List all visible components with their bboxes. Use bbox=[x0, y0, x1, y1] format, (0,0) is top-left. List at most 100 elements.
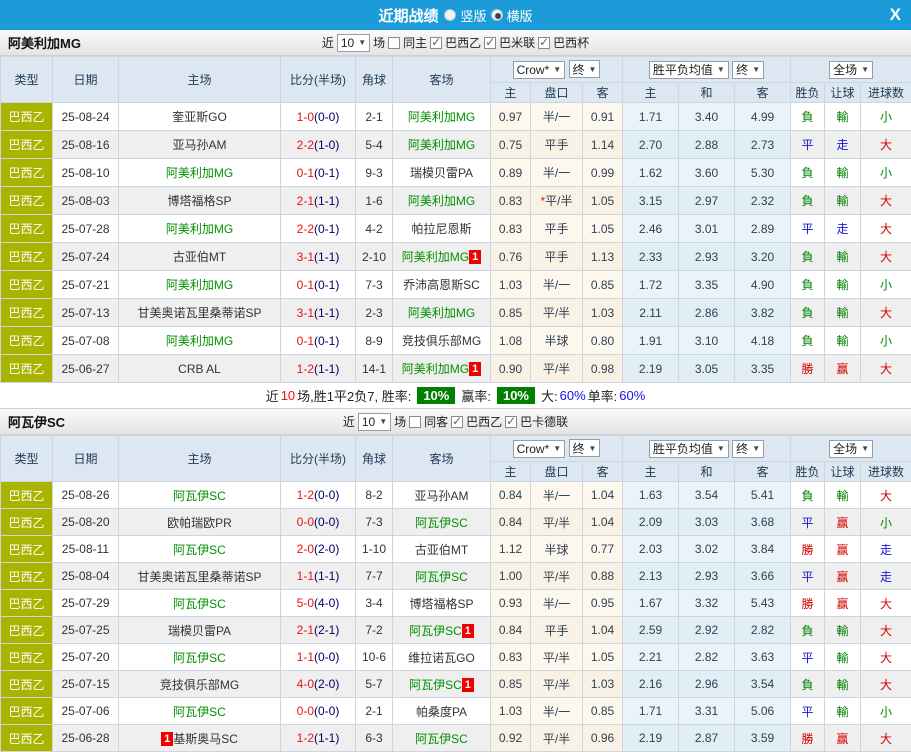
handicap-cell: *平/半 bbox=[530, 186, 583, 215]
odds-time-select[interactable]: 终 ▼ bbox=[568, 439, 601, 458]
away-team-cell: 阿瓦伊SC bbox=[392, 562, 491, 590]
league-checkbox-2[interactable] bbox=[538, 35, 551, 49]
home-team-cell: 瑞模贝雷PA bbox=[118, 616, 281, 644]
score-cell: 1-1(0-0) bbox=[280, 643, 356, 671]
euro-draw-cell: 3.32 bbox=[678, 589, 735, 617]
result-wdl-cell: 負 bbox=[790, 158, 826, 187]
odds-company-select[interactable]: Crow* ▼ bbox=[512, 60, 566, 79]
date-cell: 25-07-28 bbox=[52, 214, 119, 243]
away-odds-cell: 0.77 bbox=[582, 535, 623, 563]
score-cell: 2-0(2-0) bbox=[280, 535, 356, 563]
home-team-cell: 欧帕瑞欧PR bbox=[118, 508, 281, 536]
home-odds-cell: 0.84 bbox=[490, 481, 531, 509]
score-cell: 3-1(1-1) bbox=[280, 242, 356, 271]
chevron-down-icon: ▼ bbox=[752, 65, 761, 74]
period-select[interactable]: 全场 ▼ bbox=[829, 439, 873, 458]
summary-record: 场,胜1平2负7, 胜率: bbox=[297, 389, 412, 404]
col-header-1: 日期 bbox=[52, 435, 119, 482]
league-checkbox-0[interactable] bbox=[451, 414, 464, 428]
halftime-score: (0-0) bbox=[314, 488, 340, 502]
summary-label3: 大: bbox=[541, 389, 558, 404]
euro-away-cell: 4.99 bbox=[733, 102, 792, 131]
period-select[interactable]: 全场 ▼ bbox=[829, 60, 873, 79]
near-label: 近 bbox=[321, 36, 334, 50]
result-handicap-cell: 輸 bbox=[824, 270, 862, 299]
handicap-text: 半/一 bbox=[542, 596, 571, 611]
score-cell: 2-1(1-1) bbox=[280, 186, 356, 215]
halftime-score: (0-1) bbox=[314, 221, 340, 236]
score-cell: 1-2(1-1) bbox=[280, 354, 356, 383]
home-team-cell: 竞技俱乐部MG bbox=[118, 670, 281, 698]
euro-away-cell: 2.89 bbox=[733, 214, 792, 243]
score-cell: 2-1(2-1) bbox=[280, 616, 356, 644]
home-team-cell: 阿瓦伊SC bbox=[118, 535, 281, 563]
fulltime-score: 4-0 bbox=[296, 677, 314, 691]
date-cell: 25-07-08 bbox=[52, 326, 119, 355]
fulltime-score: 0-1 bbox=[296, 333, 314, 348]
euro-home-cell: 1.71 bbox=[622, 102, 679, 131]
euro-home-cell: 2.19 bbox=[622, 724, 679, 752]
euro-home-cell: 1.63 bbox=[622, 481, 679, 509]
result-wdl-cell: 負 bbox=[790, 616, 826, 644]
away-odds-cell: 0.80 bbox=[582, 326, 623, 355]
league-checkbox-1[interactable] bbox=[484, 35, 497, 49]
radio-vertical[interactable] bbox=[444, 9, 457, 21]
date-cell: 25-08-24 bbox=[52, 102, 119, 131]
league-checkbox-0[interactable] bbox=[430, 35, 443, 49]
fulltime-score: 1-0 bbox=[296, 109, 314, 124]
away-team-name: 阿瓦伊SC bbox=[415, 731, 468, 746]
result-handicap-cell: 輸 bbox=[824, 481, 862, 509]
league-cell: 巴西乙 bbox=[0, 616, 53, 644]
fulltime-score: 0-1 bbox=[296, 277, 314, 292]
header-group-row: 类型 日期 主场 比分(半场) 角球 客场 Crow* ▼ 终 ▼ 胜平负均值 ▼ 终 ▼ 全场 ▼ bbox=[0, 435, 911, 482]
odds-company-select[interactable]: Crow* ▼ bbox=[512, 439, 566, 458]
league-cell: 巴西乙 bbox=[0, 158, 53, 187]
corner-cell: 1-6 bbox=[355, 186, 393, 215]
col-header-3: 比分(半场) bbox=[280, 56, 356, 103]
halftime-score: (0-0) bbox=[314, 704, 340, 718]
wdl-average-select[interactable]: 胜平负均值 ▼ bbox=[648, 439, 729, 458]
matches-table: 类型 日期 主场 比分(半场) 角球 客场 Crow* ▼ 终 ▼ 胜平负均值 ▼ 终 ▼ 全场 ▼ 主盘口… bbox=[0, 435, 911, 752]
corner-cell: 14-1 bbox=[355, 354, 393, 383]
sub-header-2: 客 bbox=[582, 461, 623, 482]
handicap-cell: 半球 bbox=[530, 535, 583, 563]
red-card-badge: 1 bbox=[469, 250, 482, 264]
odds-time-select[interactable]: 终 ▼ bbox=[568, 60, 601, 79]
halftime-score: (1-1) bbox=[314, 361, 340, 376]
table-row: 巴西乙 25-08-10 阿美利加MG 0-1(0-1) 9-3 瑞模贝雷PA 0.89 半/… bbox=[0, 158, 911, 187]
handicap-text: 平/半 bbox=[542, 306, 571, 320]
handicap-cell: 半/一 bbox=[530, 270, 583, 299]
result-goals-cell: 大 bbox=[860, 616, 911, 644]
home-team-name: 奎亚斯GO bbox=[172, 110, 227, 124]
wdl-time-select[interactable]: 终 ▼ bbox=[732, 60, 765, 79]
euro-home-cell: 2.16 bbox=[622, 670, 679, 698]
home-team-name: 甘美奥诺瓦里桑蒂诺SP bbox=[137, 306, 262, 320]
result-wdl-cell: 勝 bbox=[790, 589, 826, 617]
home-team-name: 博塔福格SP bbox=[167, 194, 232, 208]
red-card-badge: 1 bbox=[461, 623, 474, 638]
date-cell: 25-08-03 bbox=[52, 186, 119, 215]
close-icon[interactable]: X bbox=[889, 5, 901, 24]
same-venue-checkbox[interactable] bbox=[388, 36, 401, 49]
wdl-time-select[interactable]: 终 ▼ bbox=[732, 439, 765, 458]
table-row: 巴西乙 25-07-20 阿瓦伊SC 1-1(0-0) 10-6 维拉诺瓦GO 0.83 平/… bbox=[0, 643, 911, 671]
result-goals-cell: 小 bbox=[860, 158, 911, 187]
sections-container: 阿美利加MG近10▼场同主巴西乙巴米联巴西杯类型日期主场比分(半场)角球客场Cr… bbox=[0, 30, 911, 752]
euro-draw-cell: 3.35 bbox=[678, 270, 735, 299]
away-team-name: 阿美利加MG bbox=[407, 110, 476, 124]
match-count-select[interactable]: 10 ▼ bbox=[357, 412, 392, 431]
match-count-select[interactable]: 10 ▼ bbox=[336, 33, 371, 52]
same-venue-checkbox[interactable] bbox=[409, 415, 422, 428]
euro-draw-cell: 3.05 bbox=[678, 354, 735, 383]
col-header-0: 类型 bbox=[0, 435, 53, 482]
fulltime-group: 全场 ▼ bbox=[790, 435, 911, 462]
corner-cell: 7-3 bbox=[355, 508, 393, 536]
result-wdl-cell: 勝 bbox=[790, 354, 826, 383]
wdl-average-select[interactable]: 胜平负均值 ▼ bbox=[648, 60, 729, 79]
euro-home-cell: 2.46 bbox=[622, 214, 679, 243]
league-checkbox-1[interactable] bbox=[505, 414, 518, 428]
score-cell: 1-2(1-1) bbox=[280, 724, 356, 752]
away-odds-cell: 0.98 bbox=[582, 354, 623, 383]
radio-horizontal[interactable] bbox=[490, 9, 503, 21]
sub-header-0: 主 bbox=[490, 461, 531, 482]
